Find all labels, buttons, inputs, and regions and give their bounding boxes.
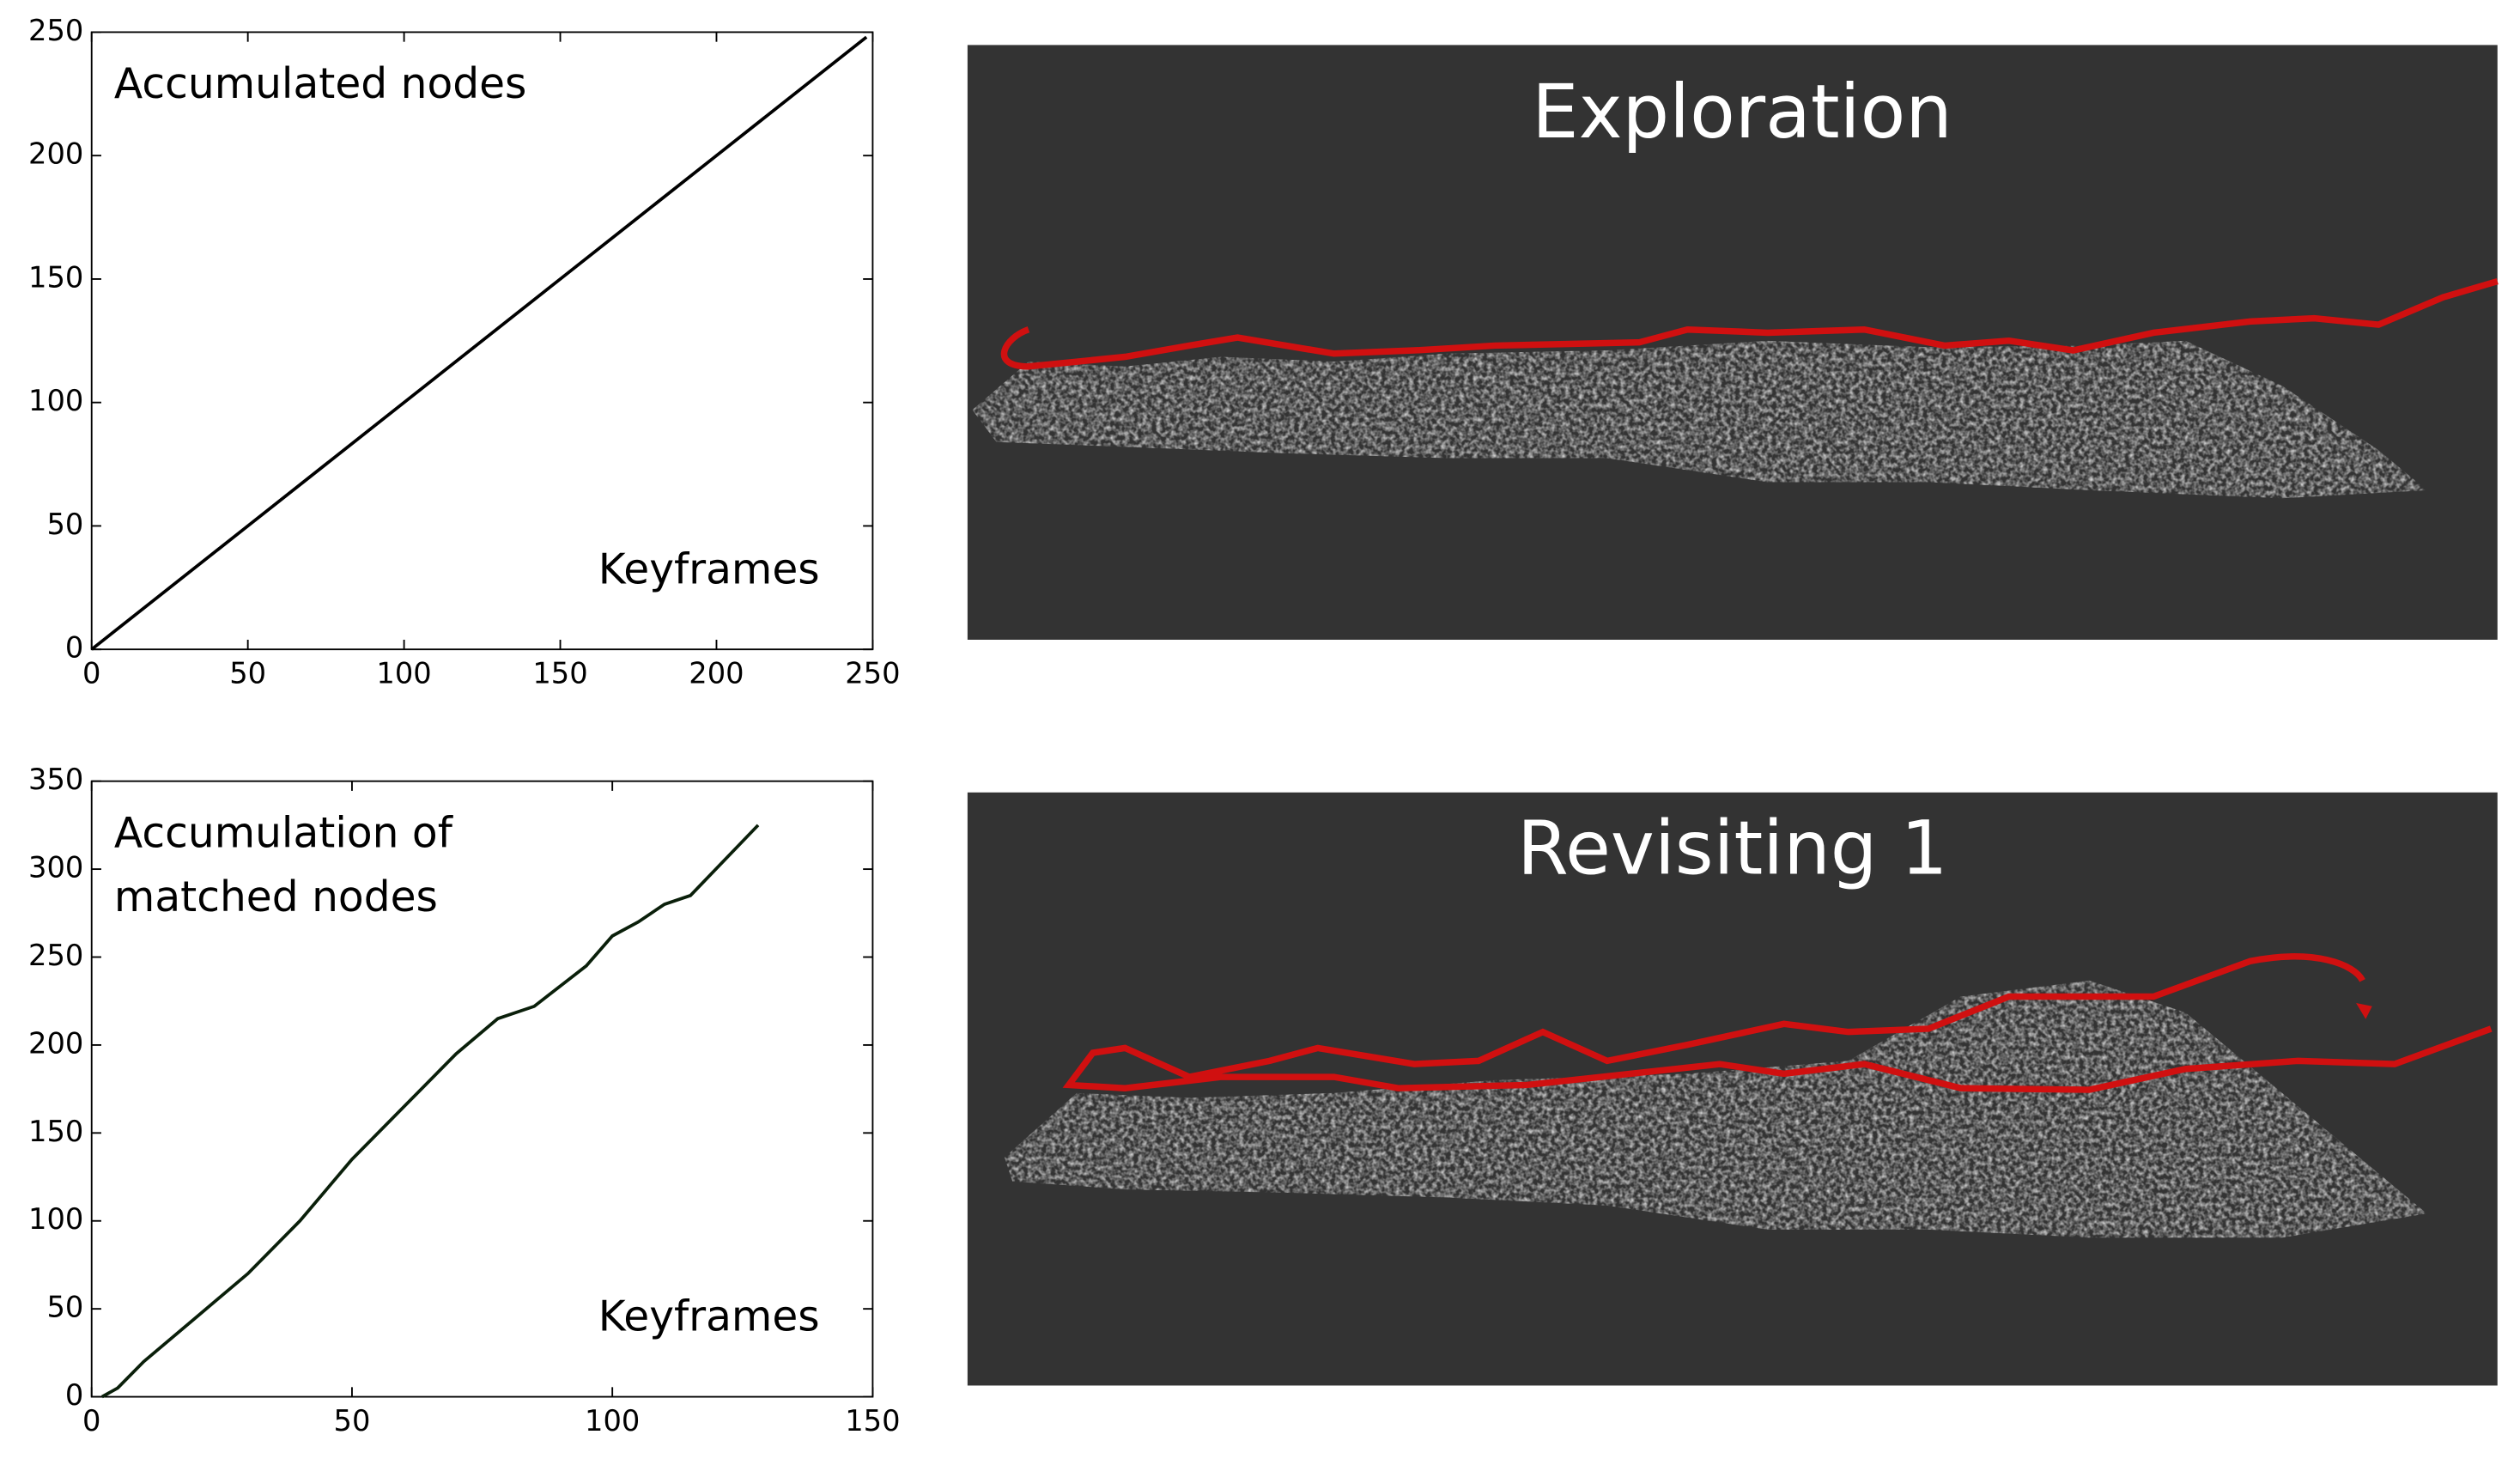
data-line	[100, 824, 760, 1399]
x-tick-label: 50	[229, 657, 266, 690]
trajectory	[1000, 277, 2499, 370]
trajectory	[1062, 953, 2493, 1093]
x-tick-label: 250	[845, 657, 900, 690]
y-tick-label: 150	[28, 1115, 83, 1148]
x-tick-label: 0	[82, 1404, 100, 1438]
chart-title: Accumulation of	[114, 809, 454, 857]
chart-title: Accumulated nodes	[114, 60, 526, 108]
y-tick-label: 250	[28, 14, 83, 47]
y-tick-label: 200	[28, 1026, 83, 1060]
x-tick-label: 100	[585, 1404, 640, 1438]
y-tick-label: 100	[28, 1202, 83, 1236]
panel-title: Revisiting 1	[1517, 805, 1948, 891]
trajectory-end	[2356, 1002, 2372, 1019]
y-tick-label: 100	[28, 384, 83, 417]
y-tick-label: 150	[28, 260, 83, 294]
point-cloud	[972, 340, 2427, 499]
y-tick-label: 0	[65, 631, 83, 665]
x-axis-label: Keyframes	[598, 545, 820, 593]
y-tick-label: 50	[46, 508, 83, 541]
data-line	[90, 35, 868, 651]
panel-title: Exploration	[1532, 70, 1952, 155]
x-tick-label: 200	[689, 657, 744, 690]
x-tick-label: 150	[845, 1404, 900, 1438]
y-tick-label: 350	[28, 763, 83, 796]
y-tick-label: 250	[28, 939, 83, 972]
y-tick-label: 0	[65, 1378, 83, 1412]
x-tick-label: 50	[334, 1404, 371, 1438]
x-tick-label: 0	[82, 657, 100, 690]
chart-title: matched nodes	[114, 873, 438, 921]
point-cloud	[1004, 980, 2427, 1238]
x-tick-label: 150	[532, 657, 587, 690]
y-tick-label: 200	[28, 137, 83, 171]
y-tick-label: 300	[28, 851, 83, 885]
x-tick-label: 100	[376, 657, 431, 690]
y-tick-label: 50	[46, 1291, 83, 1324]
x-axis-label: Keyframes	[598, 1293, 820, 1341]
